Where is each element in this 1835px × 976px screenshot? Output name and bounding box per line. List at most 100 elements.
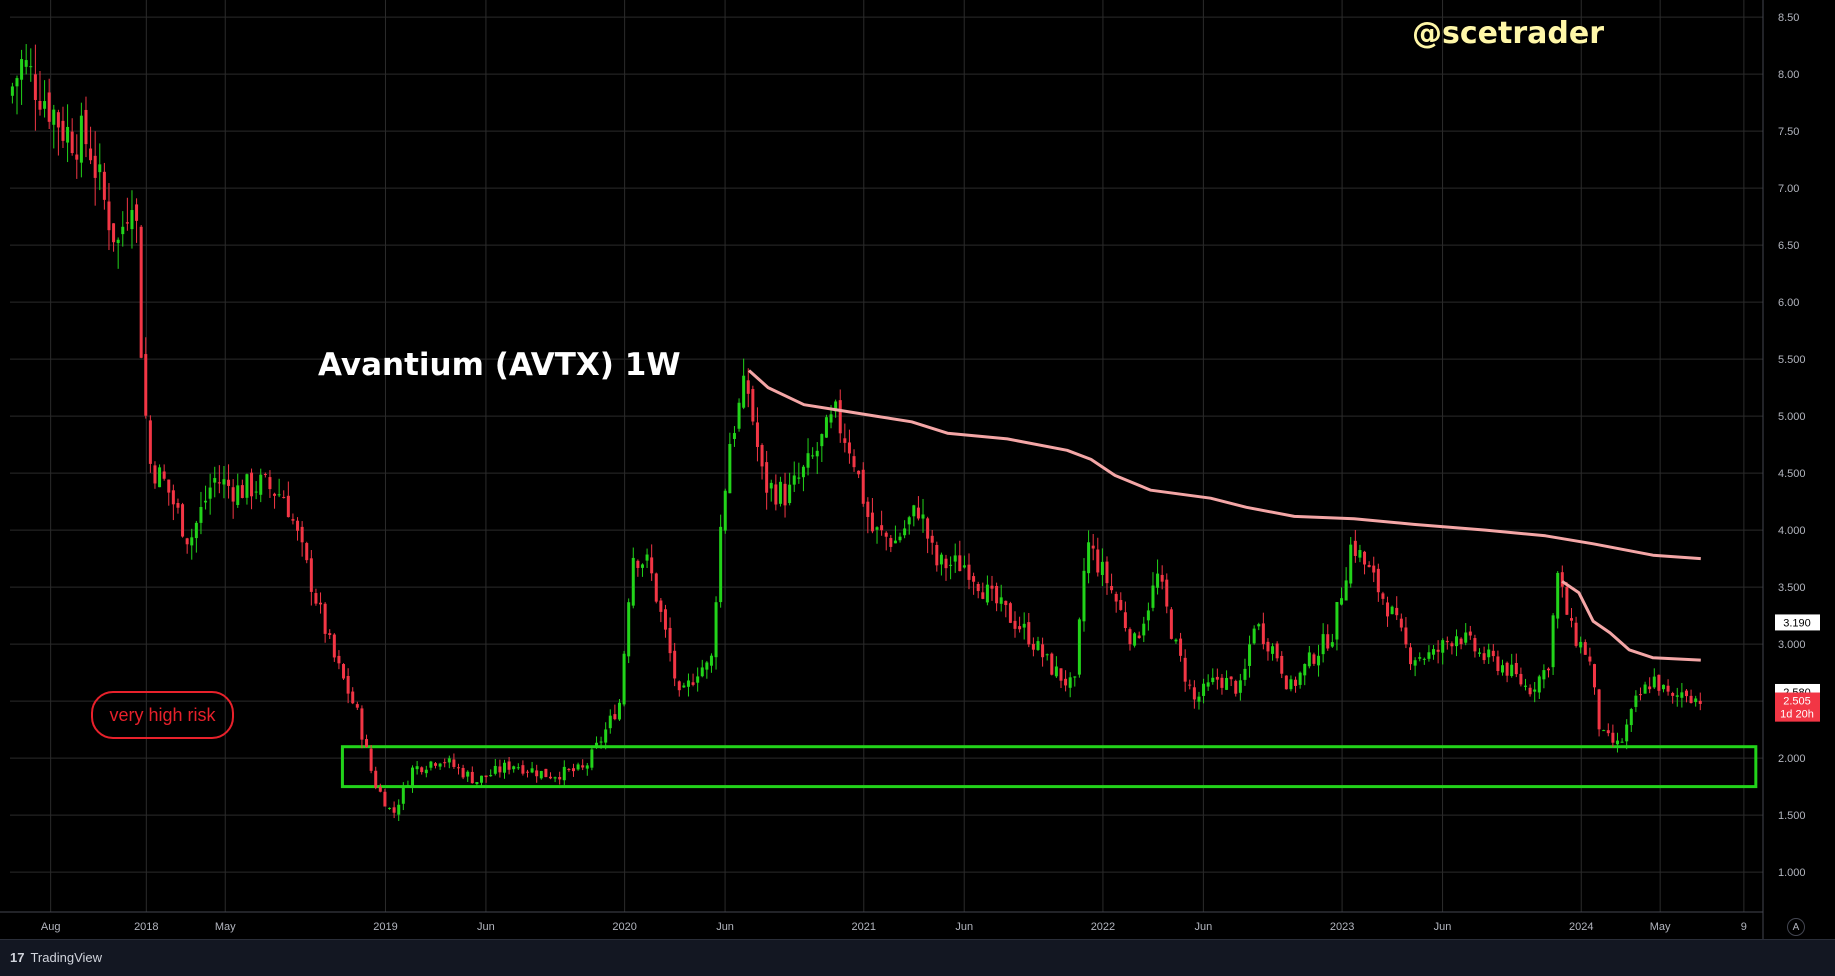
candle bbox=[1606, 723, 1610, 737]
candle-body bbox=[1229, 676, 1233, 680]
price-chart[interactable]: 1.0001.5002.0002.5003.0003.5004.0004.500… bbox=[0, 0, 1835, 939]
candle bbox=[144, 337, 148, 419]
candle-body bbox=[296, 520, 300, 531]
candle bbox=[1413, 657, 1417, 677]
candle-body bbox=[1054, 666, 1058, 677]
candle-body bbox=[434, 763, 438, 766]
candle-body bbox=[1496, 656, 1500, 672]
x-tick-label: Jun bbox=[955, 921, 973, 933]
candle-body bbox=[29, 66, 33, 68]
candle-body bbox=[1068, 677, 1072, 688]
candle bbox=[521, 760, 525, 776]
candle bbox=[332, 633, 336, 662]
candle-body bbox=[875, 527, 879, 530]
candle bbox=[576, 762, 580, 771]
candle bbox=[544, 768, 548, 778]
candle bbox=[1133, 632, 1137, 648]
candle bbox=[98, 143, 102, 191]
candle bbox=[162, 464, 166, 481]
x-tick-label: 2020 bbox=[612, 921, 636, 933]
candle-body bbox=[1684, 690, 1688, 697]
candle bbox=[1004, 600, 1008, 618]
candle-body bbox=[153, 465, 157, 484]
candle-body bbox=[70, 131, 74, 154]
candle-body bbox=[1041, 644, 1045, 658]
candle-body bbox=[1537, 676, 1541, 693]
candle bbox=[475, 781, 479, 788]
candle bbox=[824, 414, 828, 438]
candle bbox=[222, 466, 226, 499]
candle bbox=[337, 650, 341, 670]
candle-body bbox=[857, 470, 861, 475]
candle-body bbox=[1546, 668, 1550, 671]
candle-body bbox=[498, 766, 502, 773]
candle-body bbox=[507, 761, 511, 770]
candle-body bbox=[1059, 668, 1063, 681]
y-tick-label: 6.00 bbox=[1778, 297, 1799, 309]
candle-body bbox=[420, 767, 424, 773]
candle bbox=[1496, 650, 1500, 676]
candle-body bbox=[1303, 664, 1307, 676]
candle bbox=[944, 554, 948, 581]
auto-scale-button[interactable]: A bbox=[1787, 918, 1805, 936]
candle bbox=[1592, 663, 1596, 695]
candle bbox=[259, 468, 263, 503]
candle-body bbox=[677, 681, 681, 691]
candle-body bbox=[1321, 634, 1325, 655]
candle bbox=[452, 753, 456, 769]
candle-body bbox=[1326, 634, 1330, 649]
candle bbox=[1694, 695, 1698, 707]
candle bbox=[176, 498, 180, 514]
candle bbox=[1174, 638, 1178, 644]
candle-body bbox=[1243, 668, 1247, 680]
candle bbox=[1252, 625, 1256, 645]
candle-body bbox=[291, 519, 295, 521]
candle bbox=[1271, 643, 1275, 661]
candle bbox=[1501, 659, 1505, 676]
candle-body bbox=[921, 514, 925, 519]
candle bbox=[15, 75, 19, 115]
candle-body bbox=[1123, 612, 1127, 629]
candle bbox=[1068, 672, 1072, 698]
candle bbox=[1473, 634, 1477, 658]
candle-body bbox=[765, 462, 769, 493]
candle-body bbox=[1376, 568, 1380, 593]
candle-body bbox=[438, 763, 442, 767]
candle-body bbox=[553, 777, 557, 779]
candle-body bbox=[880, 525, 884, 531]
candle-body bbox=[89, 148, 93, 161]
candle bbox=[1528, 684, 1532, 697]
candle bbox=[1404, 617, 1408, 649]
tradingview-logo[interactable]: 17 TradingView bbox=[10, 950, 102, 965]
candle bbox=[1151, 572, 1155, 612]
candle-body bbox=[792, 475, 796, 485]
candle bbox=[1533, 681, 1537, 703]
candle bbox=[346, 668, 350, 704]
candle bbox=[535, 764, 539, 783]
candle-body bbox=[1592, 664, 1596, 688]
candle bbox=[1363, 550, 1367, 575]
candle-body bbox=[567, 768, 571, 770]
candle-body bbox=[1133, 633, 1137, 646]
candle bbox=[1505, 661, 1509, 683]
candle bbox=[935, 541, 939, 572]
candle-body bbox=[778, 481, 782, 504]
candle bbox=[1638, 687, 1642, 701]
candle bbox=[1077, 617, 1081, 678]
candle-body bbox=[328, 633, 332, 635]
candle-body bbox=[314, 593, 318, 604]
candle bbox=[571, 763, 575, 777]
candle bbox=[1367, 561, 1371, 568]
candle-body bbox=[843, 438, 847, 443]
candle-body bbox=[673, 650, 677, 679]
candle bbox=[999, 584, 1003, 612]
candle-body bbox=[43, 101, 47, 109]
candle-body bbox=[1501, 665, 1505, 673]
candle bbox=[1671, 691, 1675, 704]
candle-body bbox=[1533, 689, 1537, 692]
candle-body bbox=[1179, 638, 1183, 656]
candle bbox=[1464, 623, 1468, 646]
candle bbox=[949, 556, 953, 580]
candle-body bbox=[75, 154, 79, 160]
candle-body bbox=[240, 485, 244, 498]
